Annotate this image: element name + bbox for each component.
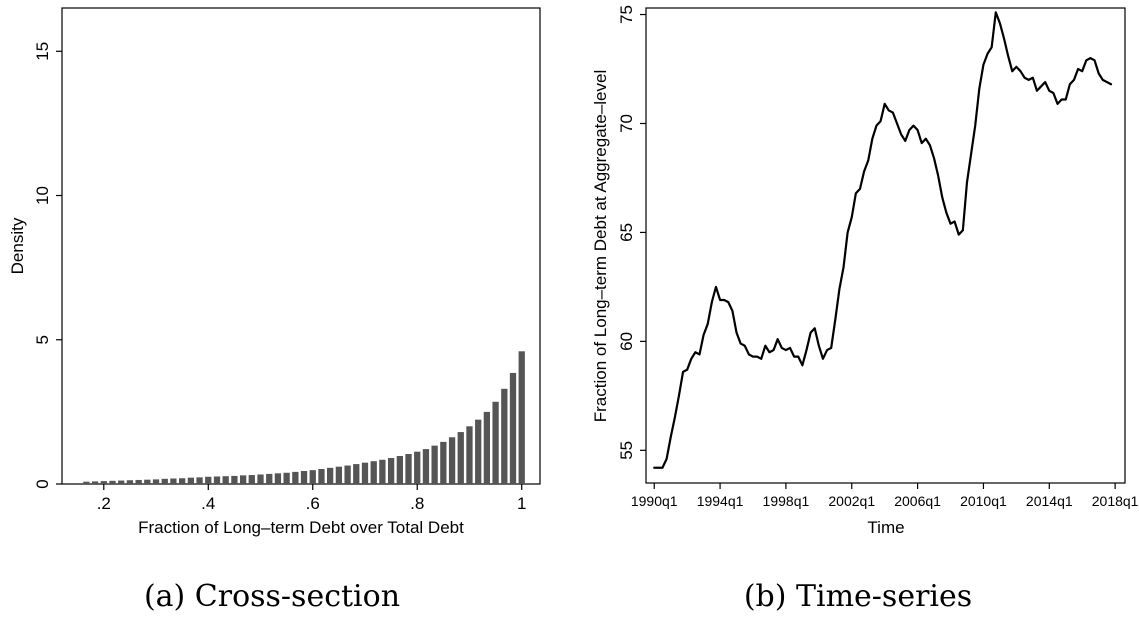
histogram-bar (457, 432, 464, 484)
cross-section-bars (83, 351, 525, 484)
histogram-bar (213, 476, 221, 484)
histogram-bar (196, 477, 203, 484)
histogram-bar (248, 475, 255, 484)
histogram-bar (144, 479, 151, 484)
histogram-bar (187, 477, 195, 484)
histogram-bar (405, 454, 412, 484)
time-series-y-axis: 55 60 65 70 75 (617, 5, 646, 460)
cross-section-caption: (a) Cross-section (144, 579, 400, 614)
histogram-bar (387, 458, 395, 484)
time-series-panel: 1990q1 1994q1 1998q1 2002q1 2006q1 2010q1 2014… (591, 5, 1139, 614)
histogram-bar (440, 441, 447, 484)
x-tick-label: .2 (97, 494, 111, 513)
time-series-plot-frame (645, 7, 1126, 484)
histogram-bar (239, 475, 247, 484)
time-series-caption: (b) Time-series (744, 579, 972, 614)
cross-section-x-axis-title: Fraction of Long–term Debt over Total De… (138, 518, 464, 537)
x-tick-label: .4 (201, 494, 215, 513)
histogram-bar (309, 470, 316, 484)
cross-section-panel: .2 .4 .6 .8 1 0 5 10 15 Fraction of Long–term D… (8, 7, 541, 614)
time-series-y-axis-title: Fraction of Long–term Debt at Aggregate–… (591, 70, 610, 423)
histogram-bar (370, 461, 377, 484)
histogram-bar (466, 426, 473, 484)
histogram-bar (518, 351, 525, 484)
histogram-bar (257, 474, 264, 484)
histogram-bar (179, 478, 186, 484)
x-tick-label: .8 (410, 494, 424, 513)
y-tick-label: 75 (617, 5, 636, 24)
histogram-bar (161, 478, 168, 484)
time-series-x-axis-title: Time (867, 518, 904, 537)
x-tick-label: 2002q1 (828, 493, 875, 509)
histogram-bar (396, 456, 403, 484)
histogram-bar (83, 481, 90, 484)
y-tick-label: 65 (617, 223, 636, 242)
x-tick-label: 2018q1 (1092, 493, 1139, 509)
y-tick-label: 60 (617, 332, 636, 351)
x-tick-label: 1994q1 (697, 493, 744, 509)
histogram-bar (483, 411, 491, 484)
histogram-bar (231, 475, 238, 484)
y-tick-label: 5 (33, 335, 52, 344)
cross-section-x-axis: .2 .4 .6 .8 1 (97, 484, 526, 513)
histogram-bar (492, 401, 499, 484)
histogram-bar (91, 481, 99, 484)
x-tick-label: 1 (517, 494, 526, 513)
histogram-bar (100, 481, 107, 484)
histogram-bar (283, 472, 290, 484)
histogram-bar (205, 476, 212, 484)
x-tick-label: 2014q1 (1026, 493, 1073, 509)
histogram-bar (475, 419, 482, 484)
histogram-bar (353, 464, 360, 484)
x-tick-label: 2010q1 (960, 493, 1007, 509)
histogram-bar (170, 478, 177, 484)
histogram-bar (292, 471, 299, 484)
histogram-bar (266, 473, 273, 484)
y-tick-label: 0 (33, 479, 52, 488)
x-tick-label: 2006q1 (894, 493, 941, 509)
histogram-bar (431, 445, 438, 484)
histogram-bar (414, 451, 421, 484)
y-tick-label: 10 (33, 186, 52, 205)
x-tick-label: 1998q1 (763, 493, 810, 509)
cross-section-y-axis: 0 5 10 15 (33, 42, 62, 489)
histogram-bar (318, 469, 325, 484)
time-series-x-axis: 1990q1 1994q1 1998q1 2002q1 2006q1 2010q1 2014… (631, 483, 1139, 509)
histogram-bar (379, 459, 386, 484)
histogram-bar (335, 466, 343, 484)
histogram-bar (300, 471, 308, 484)
time-series-line-group (653, 11, 1113, 469)
histogram-bar (126, 480, 134, 484)
histogram-bar (135, 479, 142, 484)
histogram-bar (222, 476, 229, 484)
histogram-bar (448, 437, 456, 484)
histogram-bar (509, 372, 517, 484)
y-tick-label: 55 (617, 441, 636, 460)
histogram-bar (327, 467, 334, 484)
histogram-bar (109, 480, 116, 484)
histogram-bar (152, 479, 160, 484)
histogram-bar (501, 388, 508, 484)
histogram-bar (118, 480, 125, 484)
time-series-line (653, 11, 1113, 469)
cross-section-y-axis-title: Density (8, 217, 27, 274)
x-tick-label: 1990q1 (631, 493, 678, 509)
histogram-bar (274, 473, 282, 484)
histogram-bar (422, 449, 430, 484)
histogram-bar (361, 462, 369, 484)
y-tick-label: 70 (617, 114, 636, 133)
histogram-bar (344, 465, 351, 484)
y-tick-label: 15 (33, 42, 52, 61)
x-tick-label: .6 (306, 494, 320, 513)
